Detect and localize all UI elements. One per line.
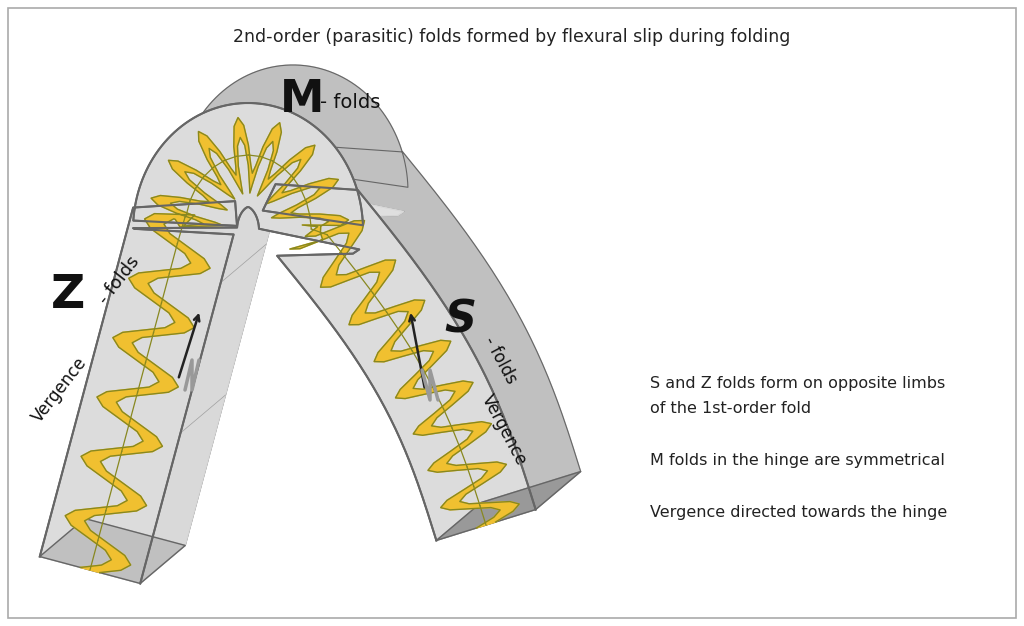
Polygon shape [85,65,581,545]
Text: Vergence: Vergence [478,391,530,468]
Text: - folds: - folds [95,253,143,307]
Text: Z: Z [51,272,85,317]
Text: M: M [280,78,325,121]
Text: S: S [444,299,476,342]
Text: Vergence: Vergence [29,354,91,426]
Polygon shape [40,103,536,583]
Polygon shape [133,169,481,583]
Polygon shape [66,118,519,573]
Polygon shape [436,471,581,540]
Polygon shape [40,518,185,583]
Text: - folds: - folds [480,333,520,387]
Text: S and Z folds form on opposite limbs
of the 1st-order fold

M folds in the hinge: S and Z folds form on opposite limbs of … [650,376,947,520]
Text: - folds: - folds [319,93,380,113]
Text: 2nd-order (parasitic) folds formed by flexural slip during folding: 2nd-order (parasitic) folds formed by fl… [233,28,791,46]
